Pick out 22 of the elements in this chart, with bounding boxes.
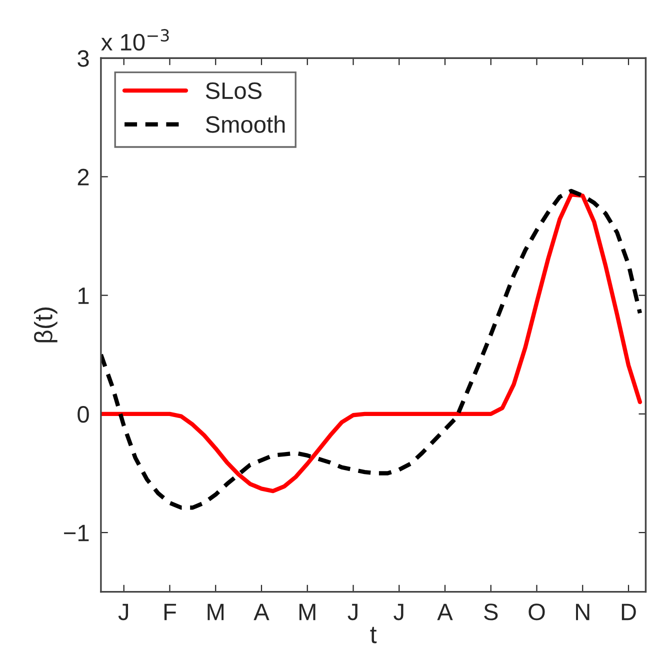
- x-axis-title: t: [370, 626, 377, 644]
- x-tick-label: F: [164, 604, 176, 620]
- x-tick-label: O: [528, 604, 545, 620]
- x-tick-label: D: [622, 604, 636, 620]
- y-tick-label: 0: [78, 406, 89, 423]
- x-tick-label: S: [484, 604, 498, 620]
- y-tick-label: 2: [78, 168, 89, 186]
- x-tick-label: A: [437, 604, 453, 620]
- x-tick-label: N: [576, 604, 590, 620]
- x-tick-label: J: [348, 604, 358, 620]
- x-tick-label: A: [254, 604, 270, 620]
- legend-label: SLoS: [206, 82, 262, 100]
- y-tick-label: −1: [64, 524, 89, 542]
- y-axis-title: β(t): [34, 308, 58, 342]
- text: x 10$^{−3}$: [101, 29, 169, 51]
- legend-label: Smooth: [206, 116, 285, 133]
- x-tick-label: M: [299, 604, 316, 620]
- x-tick-label: J: [118, 604, 128, 620]
- x-tick-label: M: [208, 604, 224, 620]
- x-tick-label: J: [394, 604, 404, 620]
- y-tick-label: 3: [78, 50, 89, 67]
- y-tick-label: 1: [78, 288, 89, 304]
